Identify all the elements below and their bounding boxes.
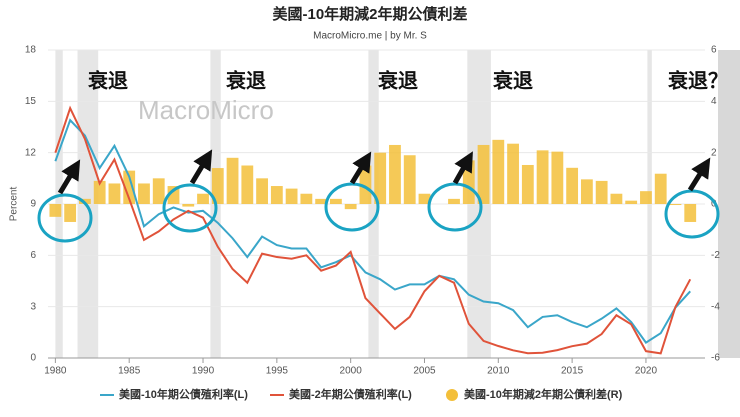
y-tick-label: 6 xyxy=(30,250,36,261)
spread-bar xyxy=(211,168,224,204)
spread-bar xyxy=(521,164,534,204)
spread-bar xyxy=(344,204,357,210)
legend-label: 美國-10年期減2年期公債利差(R) xyxy=(464,387,623,401)
arrows xyxy=(57,149,711,195)
spread-bar xyxy=(477,144,490,204)
x-tick-label: 2005 xyxy=(413,366,436,377)
spread-bar xyxy=(448,198,460,204)
spread-bar xyxy=(684,204,697,222)
annotation: 衰退？ xyxy=(667,68,728,92)
y-axis-label: Percent xyxy=(9,187,20,222)
y-tick-label: 12 xyxy=(25,147,37,158)
spread-bar xyxy=(138,183,150,204)
spread-bar xyxy=(226,157,239,204)
spread-bar xyxy=(329,198,342,204)
x-tick-label: 2015 xyxy=(561,366,584,377)
x-tick-label: 2000 xyxy=(340,366,363,377)
legend-label: 美國-10年期公債殖利率(L) xyxy=(119,387,248,401)
y2-tick-label: -4 xyxy=(711,301,720,312)
y2-tick-label: -6 xyxy=(711,353,720,364)
annotation: 衰退 xyxy=(377,68,418,92)
spread-bar xyxy=(285,188,298,204)
y2-tick-label: 6 xyxy=(711,45,717,56)
spread-bar xyxy=(462,160,475,204)
y-tick-label: 18 xyxy=(25,45,37,56)
annotation: 衰退 xyxy=(225,68,266,92)
y-tick-label: 15 xyxy=(25,96,37,107)
spread-bar xyxy=(167,186,180,204)
watermark: MacroMicro xyxy=(138,95,274,125)
spread-bar xyxy=(595,180,608,204)
legend: 美國-10年期公債殖利率(L) 美國-2年期公債殖利率(L) 美國-10年期減2年期… xyxy=(100,387,623,401)
spread-bar xyxy=(256,178,268,204)
x-tick-label: 1990 xyxy=(192,366,215,377)
y2-tick-label: 4 xyxy=(711,96,717,107)
spread-bar xyxy=(93,180,106,204)
x-tick-label: 2010 xyxy=(487,366,510,377)
spread-bar xyxy=(241,165,254,204)
spread-bar xyxy=(315,198,328,204)
x-tick-label: 1980 xyxy=(44,366,67,377)
spread-bar xyxy=(492,139,505,204)
side-strip xyxy=(718,50,740,358)
spread-bar xyxy=(669,204,682,206)
spread-bar xyxy=(389,144,401,204)
annotation: 衰退 xyxy=(87,68,128,92)
yield-line xyxy=(54,105,692,355)
yield-line xyxy=(54,118,691,344)
spread-bar xyxy=(123,170,136,204)
spread-bar xyxy=(418,193,431,204)
y-tick-label: 3 xyxy=(30,301,36,312)
spread-bar xyxy=(359,165,372,204)
y-tick-label: 0 xyxy=(30,353,36,364)
spread-bar xyxy=(403,155,416,204)
spread-bar xyxy=(270,186,283,204)
y2-tick-label: -2 xyxy=(711,250,720,261)
spread-bar xyxy=(625,200,638,204)
spread-bar xyxy=(654,173,667,204)
spread-bar xyxy=(566,167,579,204)
spread-bar xyxy=(152,178,165,204)
spread-bar xyxy=(536,150,549,204)
spread-bar xyxy=(49,204,62,217)
spread-bar xyxy=(580,179,593,204)
chart-subtitle: MacroMicro.me | by Mr. S xyxy=(313,31,427,42)
spread-bar xyxy=(551,151,564,204)
spread-bar xyxy=(640,191,652,204)
spread-bar xyxy=(197,193,209,204)
chart-title: 美國-10年期減2年期公債利差 xyxy=(272,5,467,23)
spread-bar xyxy=(108,183,121,204)
x-tick-label: 2020 xyxy=(635,366,658,377)
spread-bar xyxy=(64,204,77,222)
spread-bar xyxy=(610,193,623,204)
x-tick-label: 1995 xyxy=(266,366,289,377)
legend-label: 美國-2年期公債殖利率(L) xyxy=(289,387,412,401)
spread-bar xyxy=(374,152,387,204)
spread-bar xyxy=(507,143,519,204)
x-tick-label: 1985 xyxy=(118,366,141,377)
spread-bar xyxy=(300,193,313,204)
legend-swatch xyxy=(446,389,458,401)
annotation: 衰退 xyxy=(492,68,533,92)
y2-tick-label: 2 xyxy=(711,147,717,158)
spread-bar xyxy=(182,204,195,207)
y-tick-label: 9 xyxy=(30,199,36,210)
